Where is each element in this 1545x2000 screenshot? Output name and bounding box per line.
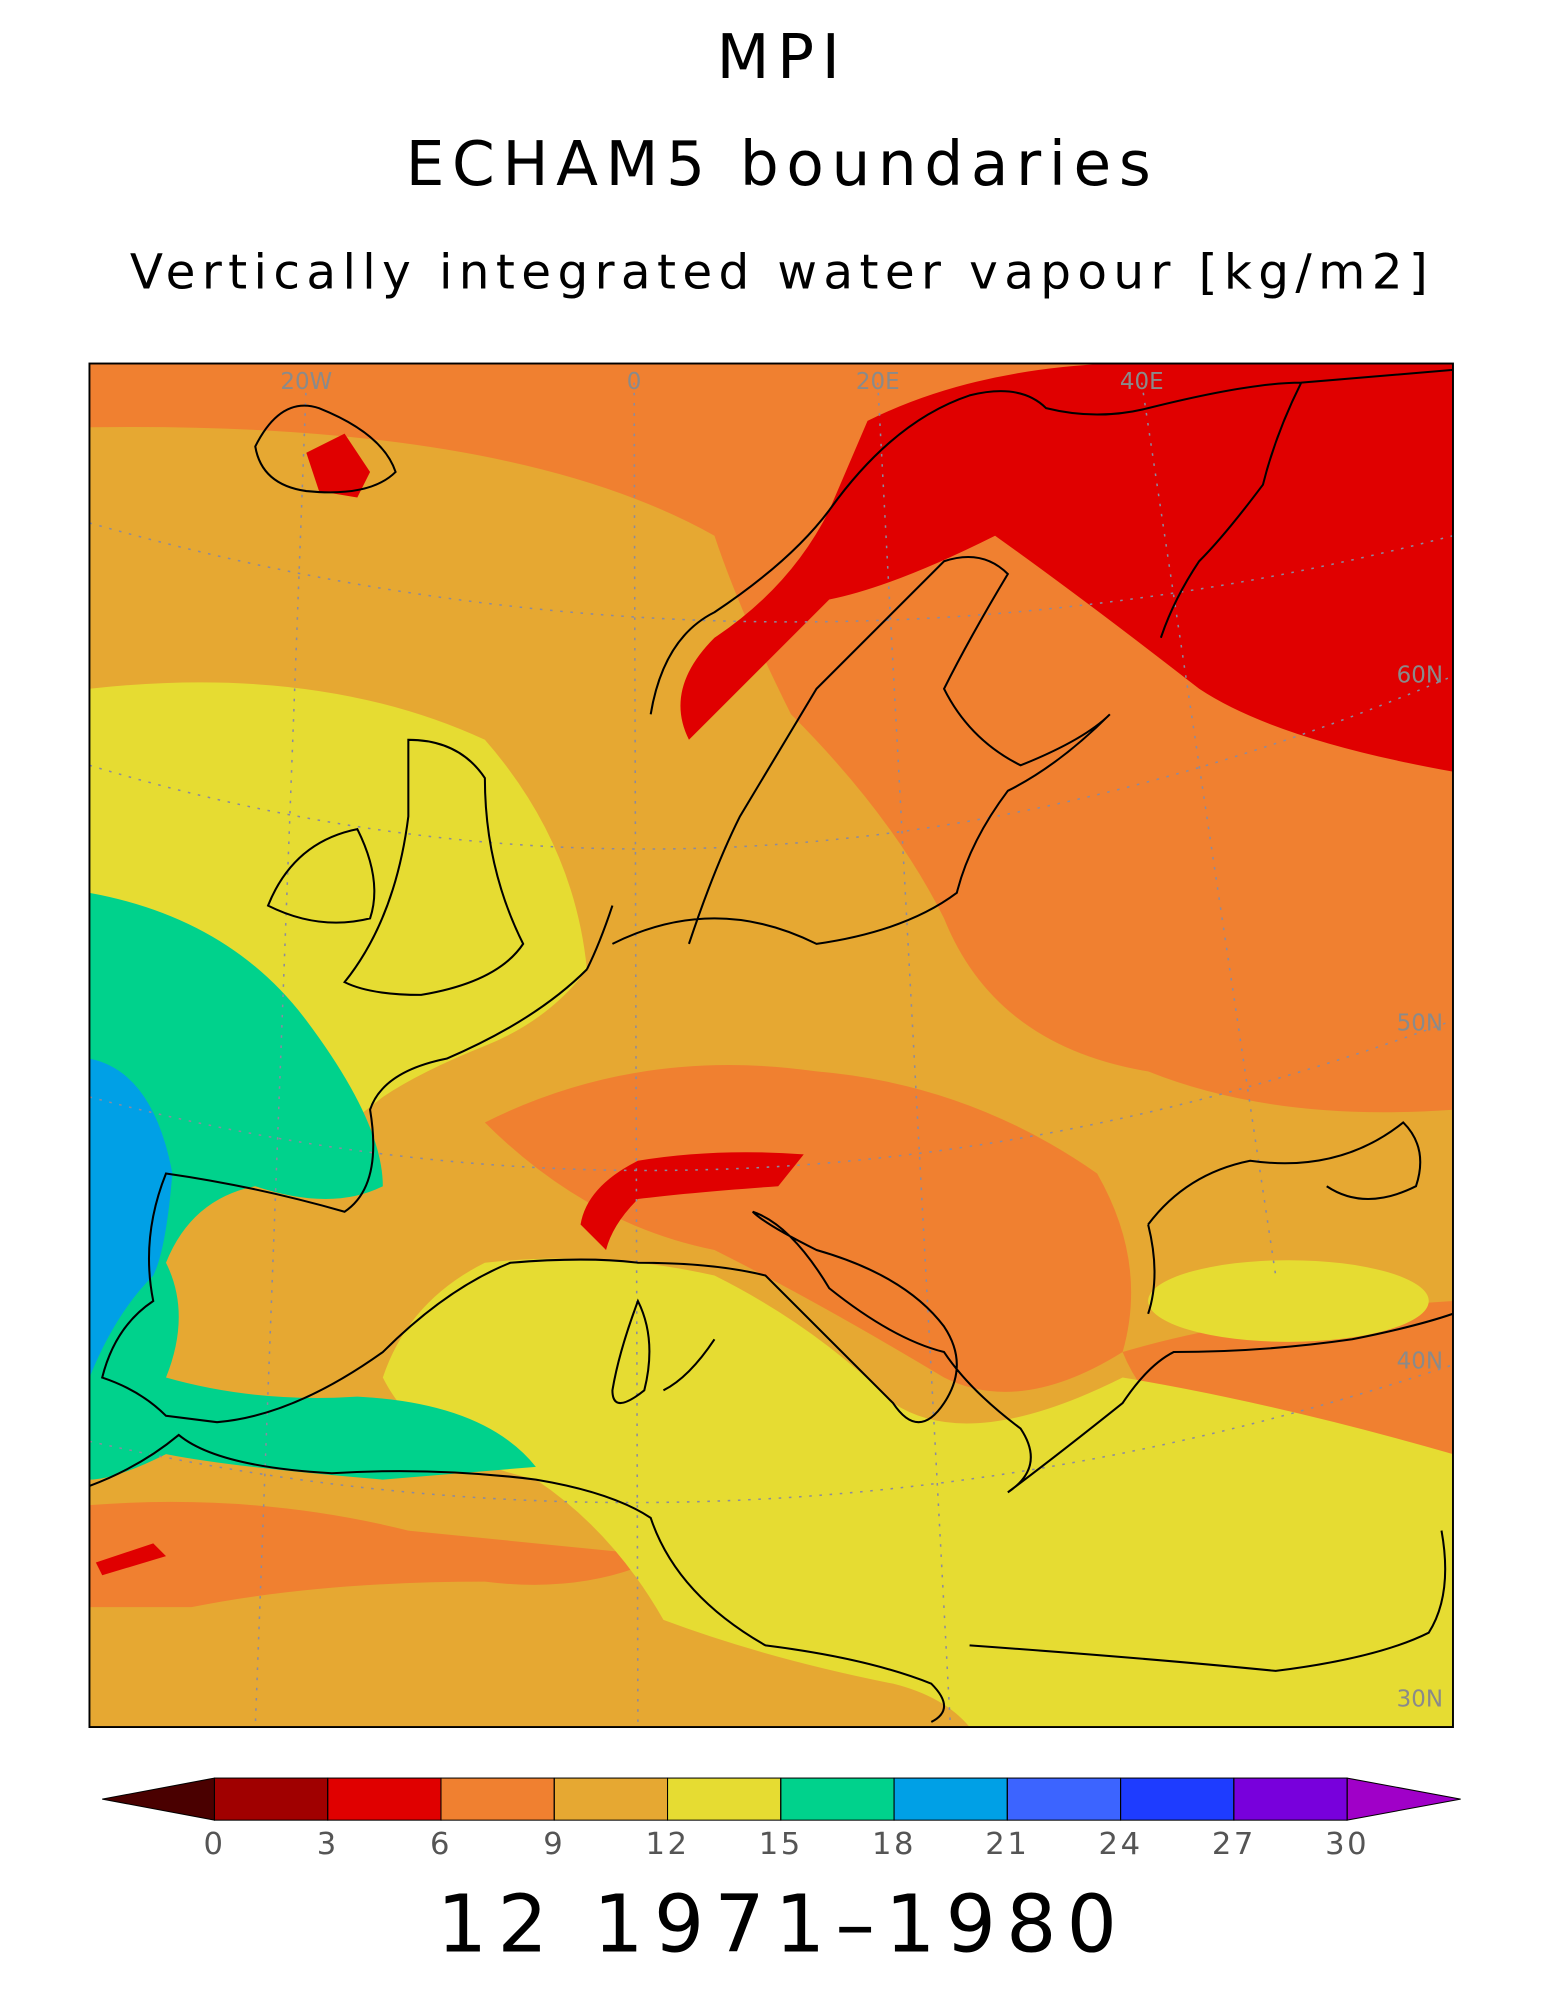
- region: [306, 433, 371, 498]
- map: [89, 363, 1453, 1728]
- colorbar-label: 27: [1212, 1827, 1256, 1862]
- map-frame: [88, 362, 1454, 1728]
- region: [484, 1065, 1132, 1392]
- colorbar-bin: [553, 1777, 669, 1821]
- colorbar-bin: [327, 1777, 442, 1821]
- lon-label: 20W: [280, 369, 332, 395]
- colorbar-bin: [780, 1777, 895, 1821]
- lat-label: 30N: [1397, 1687, 1443, 1713]
- lat-label: 60N: [1397, 663, 1443, 689]
- colorbar-bin: [667, 1777, 782, 1821]
- region: [89, 892, 536, 1480]
- lat-label: 40N: [1397, 1349, 1443, 1375]
- colorbar-under: [102, 1777, 215, 1821]
- region: [1148, 1260, 1429, 1342]
- region: [89, 1058, 173, 1378]
- colorbar-label: 24: [1099, 1827, 1143, 1862]
- region: [580, 1152, 804, 1250]
- colorbar-bin: [1233, 1777, 1348, 1821]
- lat-label: 50N: [1397, 1011, 1443, 1037]
- lon-label: 20E: [856, 369, 900, 395]
- colorbar-label: 12: [645, 1827, 689, 1862]
- colorbar-label: 3: [317, 1827, 339, 1862]
- colorbar-bin: [213, 1777, 329, 1821]
- colorbar-bin: [1006, 1777, 1122, 1821]
- region: [382, 1258, 1453, 1728]
- region: [95, 1543, 166, 1576]
- colorbar-bin: [1120, 1777, 1235, 1821]
- colorbar: 0 3 6 9 12 15 18 21 24 27 30: [102, 1777, 1461, 1862]
- period: 12 1971–1980: [437, 1878, 1127, 1970]
- colorbar-label: 18: [872, 1827, 916, 1862]
- variable: Vertically integrated water vapour [kg/m…: [130, 245, 1434, 301]
- colorbar-label: 15: [759, 1827, 803, 1862]
- region: [89, 1501, 664, 1608]
- colorbar-label: 30: [1325, 1827, 1369, 1862]
- colorbar-label: 6: [430, 1827, 452, 1862]
- lon-label: 40E: [1120, 369, 1164, 395]
- colorbar-label: 0: [203, 1827, 225, 1862]
- graticule: [89, 382, 1453, 1728]
- colorbar-label: 21: [985, 1827, 1029, 1862]
- lon-label: 0: [627, 369, 642, 395]
- title: MPI: [717, 22, 848, 93]
- coastline: [89, 368, 1453, 1723]
- region: [680, 363, 1453, 772]
- colorbar-label: 9: [543, 1827, 565, 1862]
- colorbar-bin: [440, 1777, 555, 1821]
- colorbar-over: [1346, 1777, 1461, 1821]
- colorbar-bin: [893, 1777, 1008, 1821]
- subtitle: ECHAM5 boundaries: [406, 129, 1159, 200]
